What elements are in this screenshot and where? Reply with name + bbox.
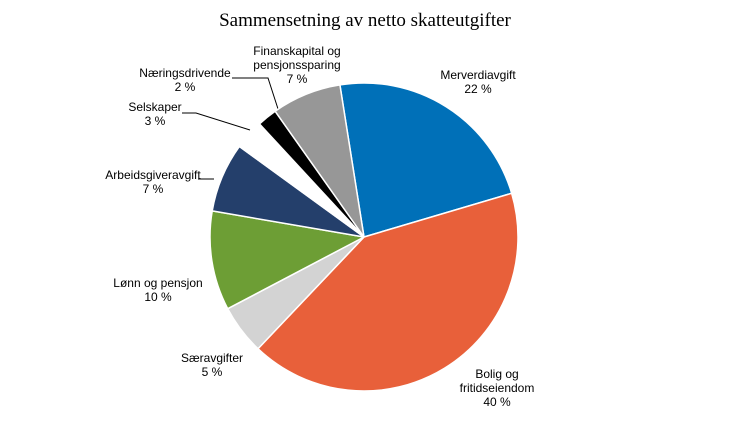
category-label: Særavgifter [180,351,244,365]
slice-label: Selskaper 3 % [128,100,181,128]
slice-label: Finanskapital og pensjonssparing 7 % [242,44,352,86]
leader-line [182,112,251,131]
category-label: Bolig og fritidseiendom [459,367,535,395]
slice-label: Merverdiavgift 22 % [440,68,515,96]
value-label: 7 % [142,182,164,196]
value-label: 40 % [483,395,511,409]
value-label: 10 % [144,290,172,304]
value-label: 7 % [286,72,308,86]
category-label: Merverdiavgift [440,68,516,82]
value-label: 5 % [201,365,223,379]
leader-line [232,77,280,113]
category-label: Næringsdrivende [139,66,231,80]
value-label: 3 % [144,114,166,128]
category-label: Lønn og pensjon [113,276,203,290]
slice-label: Arbeidsgiveravgift 7 % [105,168,200,196]
slice-label: Lønn og pensjon 10 % [113,276,202,304]
slice-label: Næringsdrivende 2 % [139,66,230,94]
value-label: 2 % [174,80,196,94]
category-label: Selskaper [128,100,182,114]
chart-title: Sammensetning av netto skatteutgifter [219,10,511,31]
pie-slice [209,210,367,310]
category-label: Arbeidsgiveravgift [105,168,201,182]
pie-slice [339,82,513,238]
value-label: 22 % [464,82,492,96]
pie-slice [274,84,365,238]
category-label: Finanskapital og pensjonssparing [253,44,341,72]
pie-slice [256,192,519,392]
slice-label: Særavgifter 5 % [181,351,243,379]
slice-label: Bolig og fritidseiendom 40 % [452,367,542,409]
